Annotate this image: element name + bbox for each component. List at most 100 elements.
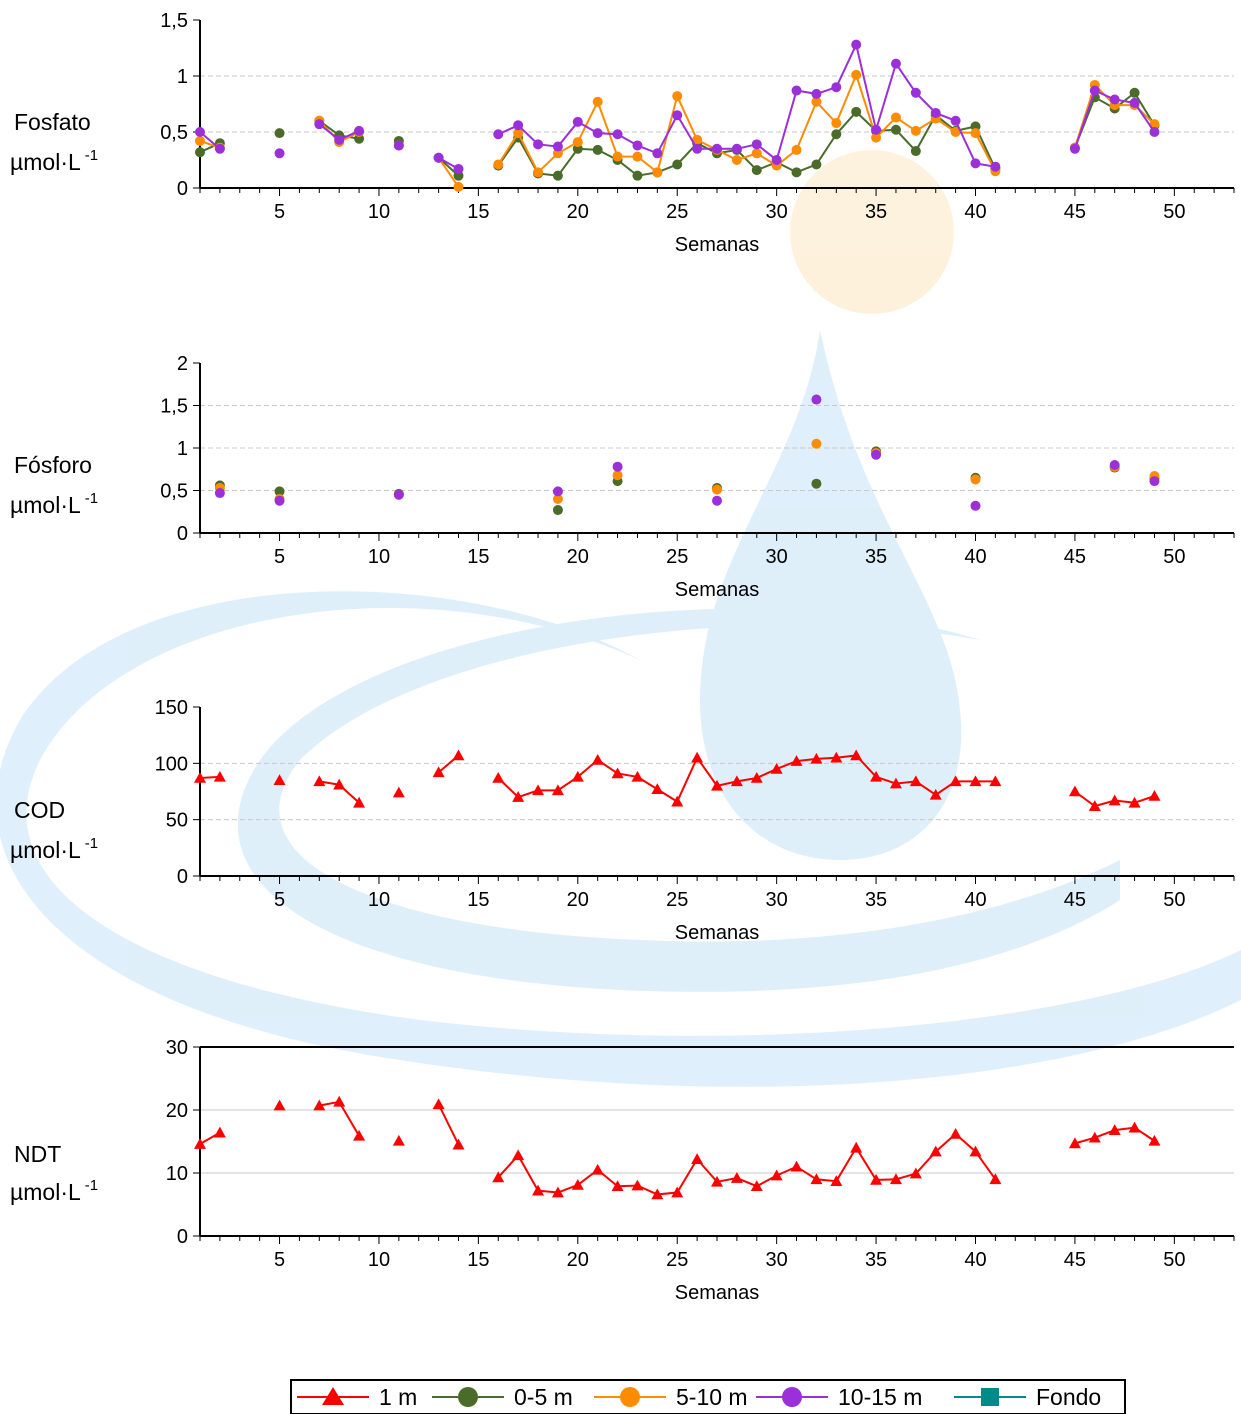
y-axis-unit: µmol·L -1 [10,147,98,175]
data-point [751,148,762,159]
y-axis-unit-exponent: -1 [85,835,98,852]
data-point [631,770,644,782]
data-point [1088,1131,1101,1143]
data-point [671,795,684,807]
x-tick-label: 10 [368,201,390,223]
x-tick-label: 25 [666,889,688,911]
data-point [811,394,822,405]
data-point [711,779,723,791]
chart-panel-3: 0 50 100 150 5 10 15 20 25 30 35 40 45 50 Semanas COD µm… [10,697,1235,944]
x-tick-label: 50 [1163,546,1185,568]
data-point [313,1099,326,1111]
data-point [929,788,942,800]
x-tick-label: 5 [274,1249,285,1271]
data-point [970,474,981,485]
data-point [730,775,743,787]
data-point [1109,460,1120,470]
legend-marker [981,1388,999,1406]
legend-marker [782,1387,802,1407]
data-point [989,1173,1002,1185]
data-point [811,438,822,449]
data-point [195,135,205,146]
data-point [851,39,862,50]
data-point [194,1138,206,1149]
x-axis-label: Semanas [675,922,760,944]
y-axis-unit: µmol·L -1 [10,835,98,863]
data-point [551,1186,564,1198]
data-point [214,488,225,499]
data-point [750,771,763,783]
y-axis-unit-exponent: -1 [85,147,98,164]
x-tick-label: 40 [964,546,986,568]
data-point [970,128,981,139]
data-point [274,128,285,139]
data-point [731,155,742,165]
x-tick-label: 50 [1163,889,1185,911]
y-axis-unit: µmol·L -1 [10,1177,98,1205]
data-point [354,125,365,136]
series-10-15m [214,394,1160,511]
data-point [314,119,325,130]
data-point [1148,1134,1161,1146]
data-point [909,775,922,787]
chart-panel-2: 00,511,525 10 15 20 25 30 35 40 45 50SemanasFósfo… [10,353,1235,601]
legend-item-4: 10-15 m [756,1384,922,1410]
x-tick-label: 30 [766,889,788,911]
data-point [273,774,286,786]
y-tick-label: 0 [177,866,188,888]
data-point [632,151,643,162]
data-point [195,127,205,137]
data-point [592,144,603,155]
data-point [274,486,285,497]
data-point [195,147,205,158]
data-point [432,766,445,778]
data-point [652,167,663,178]
data-point [533,139,544,150]
data-point [452,1138,465,1150]
data-point [393,489,404,500]
x-tick-label: 5 [274,546,285,568]
data-point [731,143,742,154]
data-point [1149,127,1160,137]
y-tick-label: 20 [166,1100,188,1122]
x-tick-label: 30 [766,201,788,223]
x-tick-label: 5 [274,201,285,223]
data-point [392,1134,405,1146]
data-point [890,124,901,135]
y-tick-label: 30 [166,1037,188,1059]
data-point [712,495,722,506]
x-tick-label: 15 [467,201,489,223]
data-point [870,1173,883,1185]
data-point [751,165,762,176]
data-point [492,1171,505,1183]
x-tick-label: 20 [567,201,589,223]
data-point [1149,476,1160,487]
series-1m [194,1095,1161,1200]
data-point [274,148,285,159]
legend-item-5: Fondo [954,1384,1101,1410]
x-tick-label: 30 [766,546,788,568]
watermark-sun [790,150,954,314]
x-tick-label: 40 [964,201,986,223]
data-point [334,134,345,145]
x-tick-label: 15 [467,1249,489,1271]
legend: 1 m 0-5 m 5-10 m 10-15 m Fondo [290,1379,1126,1414]
data-point [970,158,981,169]
data-point [1108,794,1121,806]
data-point [910,87,921,98]
data-point [969,775,982,787]
data-point [691,1153,704,1164]
y-axis-label: NDT [14,1141,61,1167]
data-point [791,144,802,155]
data-point [850,749,863,761]
y-tick-label: 1 [177,66,188,88]
data-point [830,751,843,763]
data-point [612,151,623,162]
y-tick-label: 0 [177,1226,188,1248]
data-point [433,152,444,163]
x-tick-label: 35 [865,889,887,911]
data-point [691,751,704,763]
data-point [572,116,583,127]
data-point [552,505,563,516]
legend-label: 10-15 m [838,1384,922,1410]
